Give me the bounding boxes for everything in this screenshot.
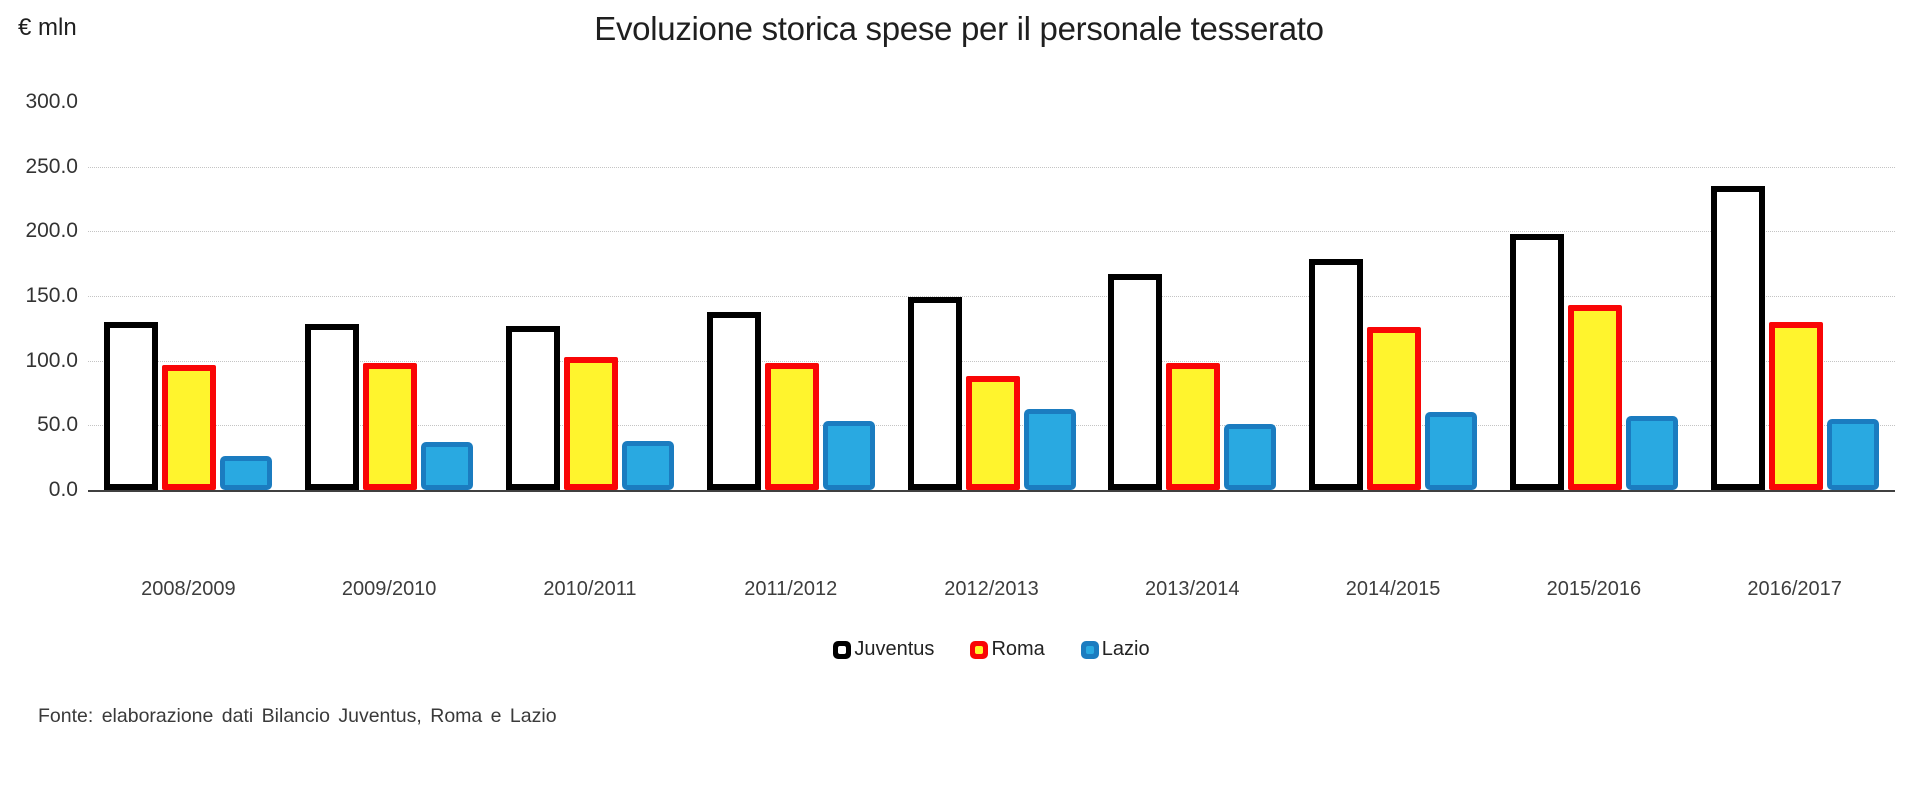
x-tick-label-2016-2017: 2016/2017 — [1747, 578, 1842, 600]
bar-group-2010-2011 — [490, 102, 691, 490]
bar-roma-2011-2012 — [764, 363, 819, 490]
gridline-100 — [88, 360, 1895, 362]
bar-juventus-2009-2010 — [305, 324, 360, 490]
legend-marker-icon-juventus — [833, 640, 852, 659]
legend-marker-icon-lazio — [1080, 640, 1099, 659]
y-tick-label-150.0: 150.0 — [25, 284, 78, 307]
y-tick-label-200.0: 200.0 — [25, 219, 78, 243]
bar-group-2015-2016 — [1493, 102, 1694, 490]
legend-marker-inner-roma — [975, 645, 984, 654]
legend-label-lazio: Lazio — [1101, 638, 1150, 660]
bar-roma-2015-2016 — [1567, 305, 1622, 490]
legend-item-juventus: Juventus — [833, 638, 934, 661]
bar-juventus-2014-2015 — [1309, 258, 1364, 490]
gridline-250 — [88, 166, 1895, 168]
y-tick-label-300.0: 300.0 — [25, 90, 78, 113]
bar-lazio-2014-2015 — [1425, 412, 1478, 490]
x-tick-label-2015-2016: 2015/2016 — [1546, 578, 1642, 600]
y-tick-label-100.0: 100.0 — [25, 348, 78, 372]
x-tick-label-2009-2010: 2009/2010 — [341, 578, 437, 600]
bar-roma-2012-2013 — [965, 376, 1020, 490]
bar-lazio-2013-2014 — [1224, 424, 1277, 490]
bar-group-2008-2009 — [88, 102, 289, 490]
x-tick-label-2014-2015: 2014/2015 — [1345, 578, 1441, 600]
source-note: Fonte: elaborazione dati Bilancio Juvent… — [38, 705, 557, 727]
bar-lazio-2008-2009 — [220, 456, 273, 490]
legend-marker-inner-lazio — [1085, 645, 1094, 654]
bar-juventus-2013-2014 — [1108, 274, 1163, 490]
bar-lazio-2009-2010 — [421, 442, 474, 490]
bar-lazio-2016-2017 — [1826, 418, 1879, 490]
chart-title: Evoluzione storica spese per il personal… — [594, 10, 1324, 47]
legend-item-lazio: Lazio — [1080, 638, 1150, 661]
bar-roma-2009-2010 — [363, 363, 418, 490]
legend-label-juventus: Juventus — [854, 638, 935, 660]
x-tick-label-2008-2009: 2008/2009 — [141, 578, 236, 600]
legend: Juventus Roma Lazio — [88, 638, 1895, 661]
bar-group-2012-2013 — [891, 102, 1092, 490]
bar-juventus-2011-2012 — [706, 311, 761, 490]
bar-group-2016-2017 — [1694, 102, 1895, 490]
x-tick-label-2013-2014: 2013/2014 — [1145, 578, 1240, 600]
bar-lazio-2011-2012 — [822, 421, 875, 490]
bar-groups — [88, 102, 1895, 490]
bar-juventus-2012-2013 — [907, 297, 962, 490]
legend-item-roma: Roma — [970, 638, 1045, 661]
bar-lazio-2010-2011 — [621, 440, 674, 490]
x-tick-label-2010-2011: 2010/2011 — [543, 578, 637, 600]
x-axis-tick-labels: 2008/2009 2009/2010 2010/2011 2011/2012 2012… — [88, 578, 1895, 601]
bar-juventus-2015-2016 — [1509, 233, 1564, 490]
bar-group-2011-2012 — [690, 102, 891, 490]
y-tick-label-0.0: 0.0 — [48, 478, 78, 501]
bar-group-2009-2010 — [289, 102, 490, 490]
bar-juventus-2010-2011 — [505, 325, 560, 490]
y-tick-label-250.0: 250.0 — [25, 154, 78, 178]
legend-marker-icon-roma — [970, 640, 989, 659]
legend-label-roma: Roma — [991, 638, 1045, 660]
bar-roma-2016-2017 — [1768, 321, 1823, 490]
y-tick-label-50.0: 50.0 — [37, 413, 78, 437]
bar-juventus-2016-2017 — [1710, 186, 1765, 490]
gridline-150 — [88, 296, 1895, 297]
bar-roma-2008-2009 — [162, 364, 217, 490]
y-axis-unit-label: € mln — [18, 14, 77, 41]
bar-roma-2010-2011 — [563, 356, 618, 490]
bar-group-2014-2015 — [1293, 102, 1494, 490]
bar-group-2013-2014 — [1092, 102, 1293, 490]
x-tick-label-2011-2012: 2011/2012 — [744, 578, 838, 600]
bar-lazio-2015-2016 — [1625, 416, 1678, 490]
gridline-200 — [88, 231, 1895, 233]
bar-roma-2013-2014 — [1166, 363, 1221, 490]
bar-roma-2014-2015 — [1367, 327, 1422, 490]
legend-marker-inner-juventus — [838, 645, 847, 654]
bar-lazio-2012-2013 — [1023, 408, 1076, 490]
x-tick-label-2012-2013: 2012/2013 — [944, 578, 1039, 600]
plot-area — [88, 102, 1895, 492]
bar-juventus-2008-2009 — [104, 321, 159, 490]
